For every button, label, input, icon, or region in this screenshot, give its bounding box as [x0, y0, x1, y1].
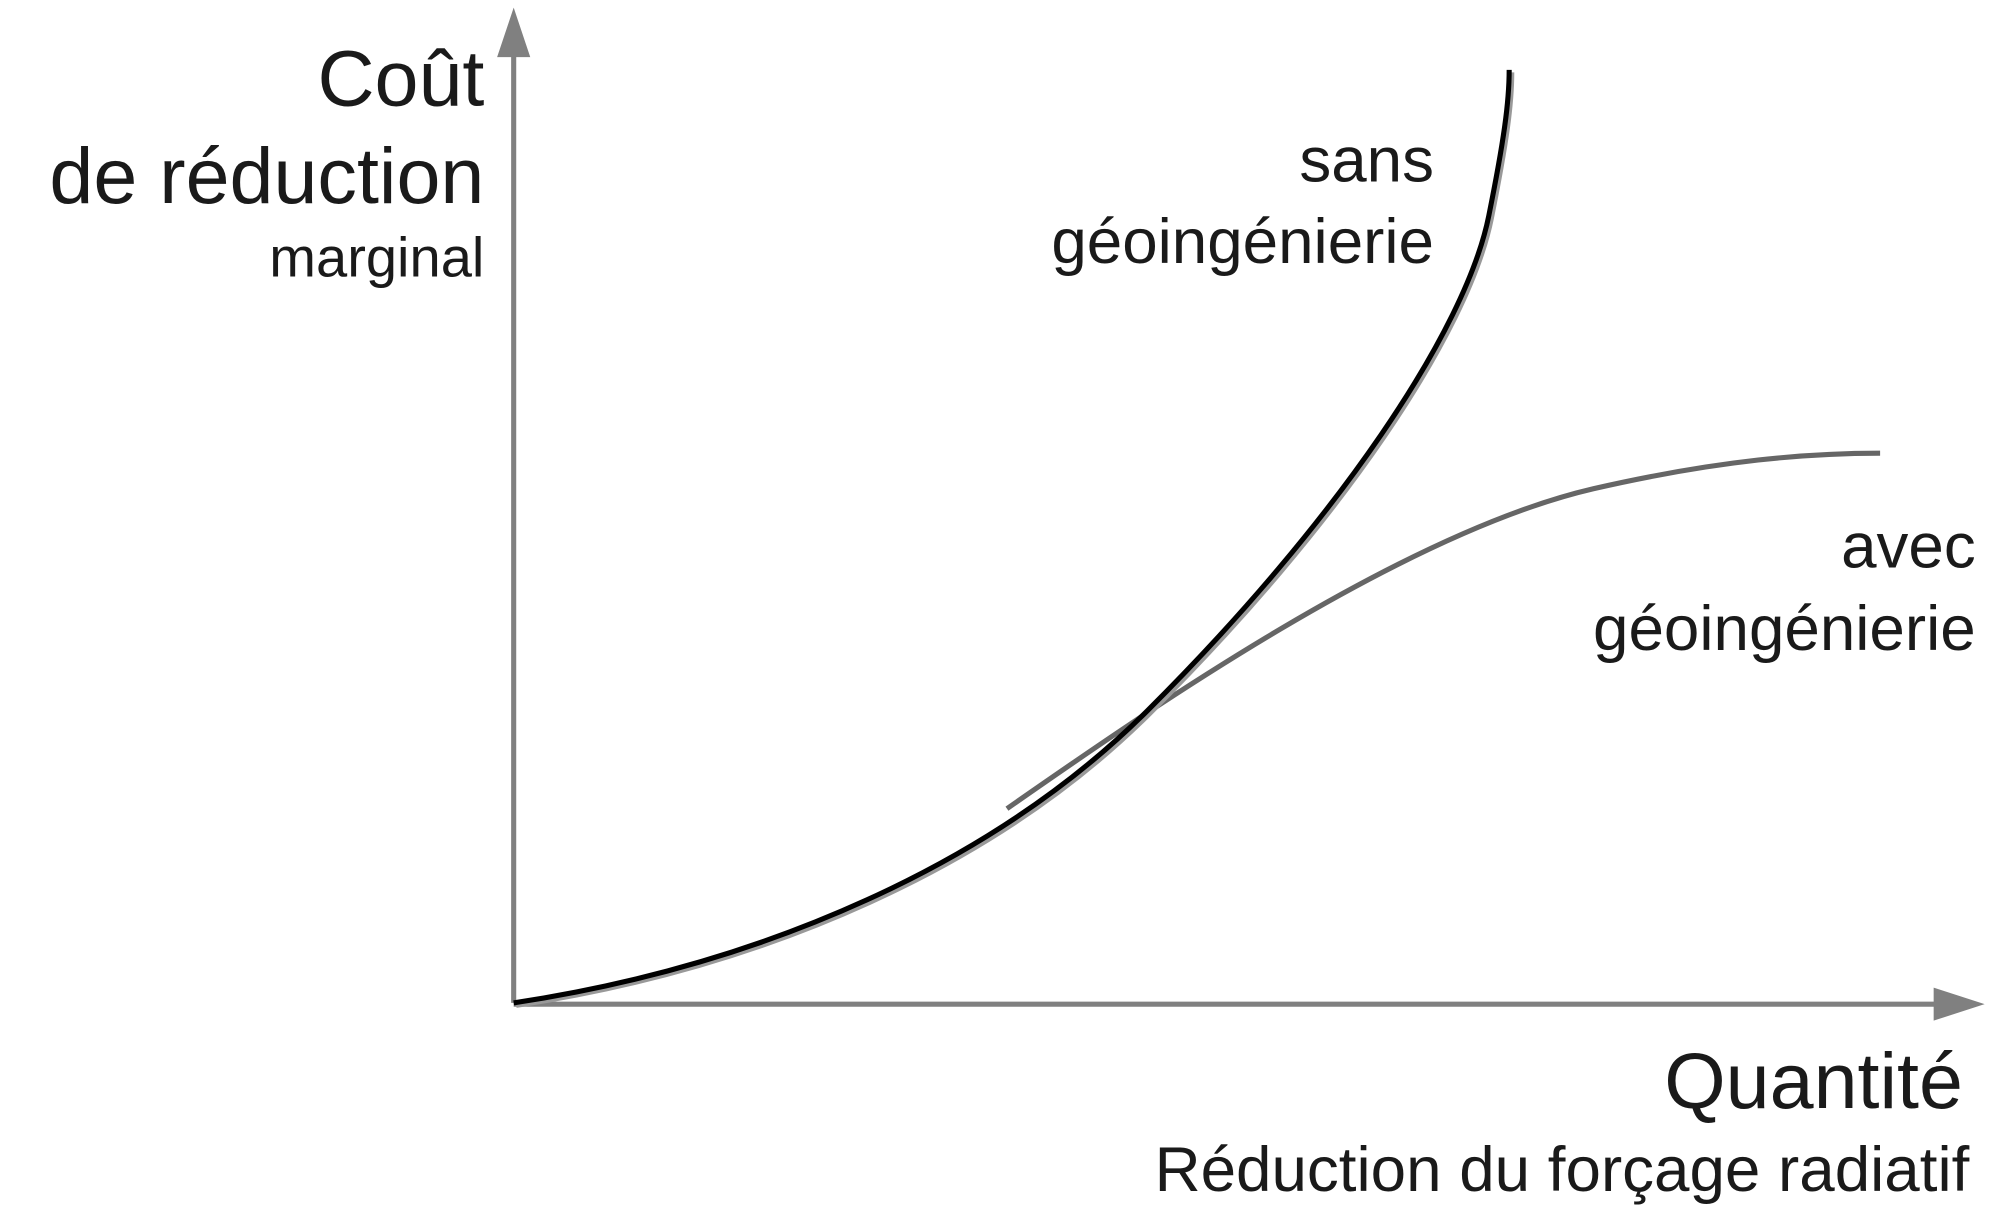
curve-without-geoengineering: [513, 69, 1512, 1006]
y-axis-title: Coût: [317, 35, 484, 123]
curve-label: géoingénierie: [1051, 206, 1434, 277]
x-axis-title: Quantité: [1664, 1037, 1963, 1125]
curve-label: avec: [1841, 511, 1976, 582]
x-axis-arrow: [1933, 987, 1985, 1021]
curve-label: géoingénierie: [1593, 593, 1976, 664]
y-axis-arrow: [497, 7, 531, 58]
y-axis-title-line3: marginal: [269, 226, 484, 289]
curve-label: sans: [1299, 125, 1434, 196]
y-axis-title-line2: de réduction: [49, 132, 484, 220]
curve-shadow: [515, 72, 1515, 1008]
x-axis-subtitle: Réduction du forçage radiatif: [1155, 1134, 1970, 1205]
